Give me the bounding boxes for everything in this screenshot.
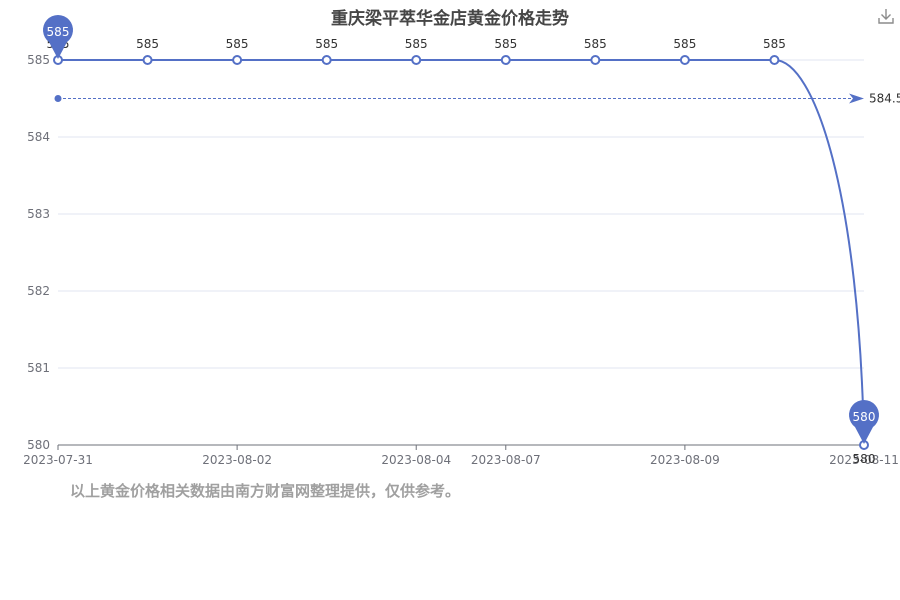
data-label: 585 [584,37,607,51]
average-line-arrow [849,93,864,104]
y-tick-label: 580 [27,438,50,452]
axes: 580 581 582 583 584 585 2023-07-31 2023-08-02 20… [23,53,899,467]
data-label: 585 [315,37,338,51]
y-tick-label: 585 [27,53,50,67]
series-line-path [58,59,865,446]
average-mark-line: 584.5 [54,92,900,106]
max-mark-point: 585 [43,15,73,59]
data-label: 585 [673,37,696,51]
data-point [769,55,780,65]
y-tick-label: 581 [27,361,50,375]
data-label: 585 [226,37,249,51]
data-point [411,55,422,65]
data-point [321,55,332,65]
x-tick-label: 2023-08-07 [471,453,541,467]
chart-title: 重庆梁平萃华金店黄金价格走势 [331,9,569,29]
min-mark-point: 580 [849,400,880,444]
data-label: 585 [763,37,786,51]
x-tick-label: 2023-08-09 [650,453,720,467]
mark-points: 585 580 [43,15,880,444]
data-point [142,55,153,65]
data-label: 585 [136,37,159,51]
data-point [500,55,511,65]
average-line-label: 584.5 [869,92,900,106]
grid-lines [58,59,864,369]
max-mark-point-shape [43,15,73,59]
x-tick-label: 2023-08-02 [202,453,272,467]
data-labels: 585585585585585585585585585580 [47,37,876,466]
x-tick-label: 2023-07-31 [23,453,93,467]
y-tick-label: 582 [27,284,50,298]
y-tick-label: 583 [27,207,50,221]
x-tick-label: 2023-08-11 [829,453,899,467]
x-tick-label: 2023-08-04 [381,453,451,467]
data-label: 580 [853,452,876,466]
data-points [53,55,869,450]
data-point [679,55,690,65]
download-icon[interactable] [876,6,896,26]
min-mark-point-label: 580 [853,410,876,424]
average-line-start [54,95,62,102]
max-mark-point-label: 585 [47,25,70,39]
series-line [58,59,865,446]
data-label: 585 [494,37,517,51]
data-point [232,55,243,65]
footnote: 以上黄金价格相关数据由南方财富网整理提供，仅供参考。 [70,482,461,500]
y-tick-label: 584 [27,130,50,144]
min-mark-point-shape [849,400,880,444]
data-point [590,55,601,65]
data-label: 585 [405,37,428,51]
